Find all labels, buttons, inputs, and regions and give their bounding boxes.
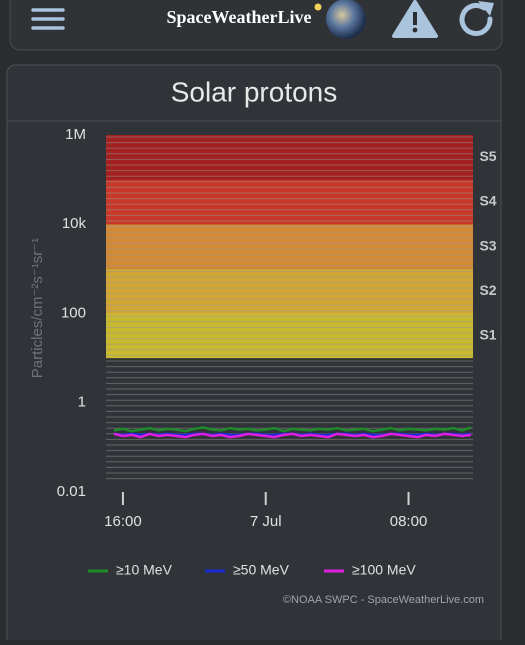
alert-dot [412, 27, 418, 33]
band-label: S1 [479, 327, 496, 343]
logo-sun [314, 3, 322, 11]
y-axis-label: Particles/cm⁻²s⁻¹sr⁻¹ [29, 238, 46, 378]
credit: ©NOAA SWPC - SpaceWeatherLive.com [283, 594, 484, 606]
chart-title: Solar protons [171, 76, 338, 107]
legend-item[interactable]: ≥10 MeV [88, 562, 173, 578]
series-line [113, 432, 472, 439]
legend-item[interactable]: ≥50 MeV [205, 562, 290, 578]
logo [326, 0, 366, 39]
alert-mark [413, 12, 417, 25]
series-line [113, 426, 472, 433]
alert-band [106, 179, 473, 225]
alert-band [106, 268, 473, 314]
x-tick-label: 08:00 [390, 513, 428, 530]
site-title[interactable]: SpaceWeatherLive [167, 7, 312, 27]
band-label: S2 [479, 282, 496, 298]
legend-label: ≥50 MeV [233, 562, 290, 578]
y-tick-label: 100 [61, 304, 86, 321]
alert-button[interactable] [392, 0, 438, 38]
band-label: S4 [479, 193, 496, 209]
band-label: S3 [479, 237, 496, 253]
x-tick-label: 16:00 [104, 513, 142, 530]
band-label: S5 [479, 148, 496, 164]
y-tick-label: 10k [62, 215, 87, 232]
legend-label: ≥10 MeV [116, 562, 173, 578]
menu-button[interactable] [31, 8, 65, 30]
top-card [9, 0, 503, 51]
x-tick-label: 7 Jul [250, 513, 282, 530]
y-tick-label: 0.01 [57, 483, 86, 500]
alert-band [106, 224, 473, 269]
alert-band [106, 313, 473, 359]
refresh-arc [459, 3, 493, 36]
y-tick-label: 1 [78, 394, 86, 411]
y-tick-label: 1M [65, 126, 86, 143]
refresh-arrow [478, 1, 494, 16]
legend-item[interactable]: ≥100 MeV [324, 562, 416, 578]
refresh-button[interactable] [459, 1, 494, 36]
alert-band [106, 135, 473, 180]
legend-label: ≥100 MeV [352, 562, 416, 578]
plot: S1 S2 S3 S4 S5 1M 10k 100 1 0.01 16:00 7 Jul 08:00 [57, 126, 497, 530]
